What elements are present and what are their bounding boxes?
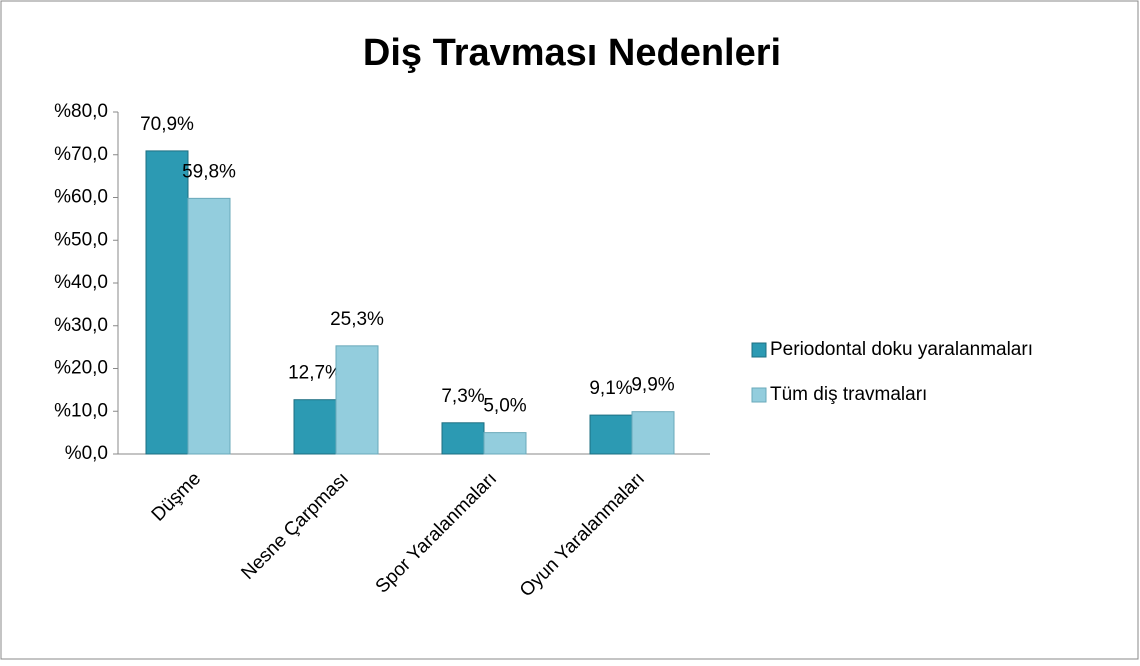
y-tick-label: %0,0 bbox=[65, 443, 108, 464]
y-tick-label: %30,0 bbox=[54, 315, 108, 336]
y-tick-label: %50,0 bbox=[54, 229, 108, 250]
value-label: 9,9% bbox=[631, 375, 674, 396]
bar bbox=[187, 197, 231, 455]
bar bbox=[145, 150, 189, 455]
legend-swatch bbox=[751, 387, 767, 403]
value-label: 7,3% bbox=[441, 386, 484, 407]
value-label: 70,9% bbox=[140, 114, 194, 135]
value-label: 12,7% bbox=[288, 363, 342, 384]
value-label: 25,3% bbox=[330, 309, 384, 330]
bar bbox=[335, 345, 379, 455]
bar bbox=[293, 399, 337, 455]
y-tick-label: %60,0 bbox=[54, 187, 108, 208]
legend-label: Tüm diş travmaları bbox=[770, 384, 927, 405]
y-tick-label: %20,0 bbox=[54, 358, 108, 379]
bar bbox=[589, 414, 633, 455]
y-tick-label: %40,0 bbox=[54, 272, 108, 293]
legend-label: Periodontal doku yaralanmaları bbox=[770, 339, 1033, 360]
y-tick-label: %10,0 bbox=[54, 400, 108, 421]
bar bbox=[631, 411, 675, 455]
bar bbox=[483, 432, 527, 455]
legend-swatch bbox=[751, 342, 767, 358]
value-label: 59,8% bbox=[182, 161, 236, 182]
y-tick-label: %70,0 bbox=[54, 144, 108, 165]
bar bbox=[441, 422, 485, 455]
value-label: 5,0% bbox=[483, 396, 526, 417]
y-tick-label: %80,0 bbox=[54, 101, 108, 122]
chart-title: Diş Travması Nedenleri bbox=[363, 32, 781, 74]
value-label: 9,1% bbox=[589, 378, 632, 399]
